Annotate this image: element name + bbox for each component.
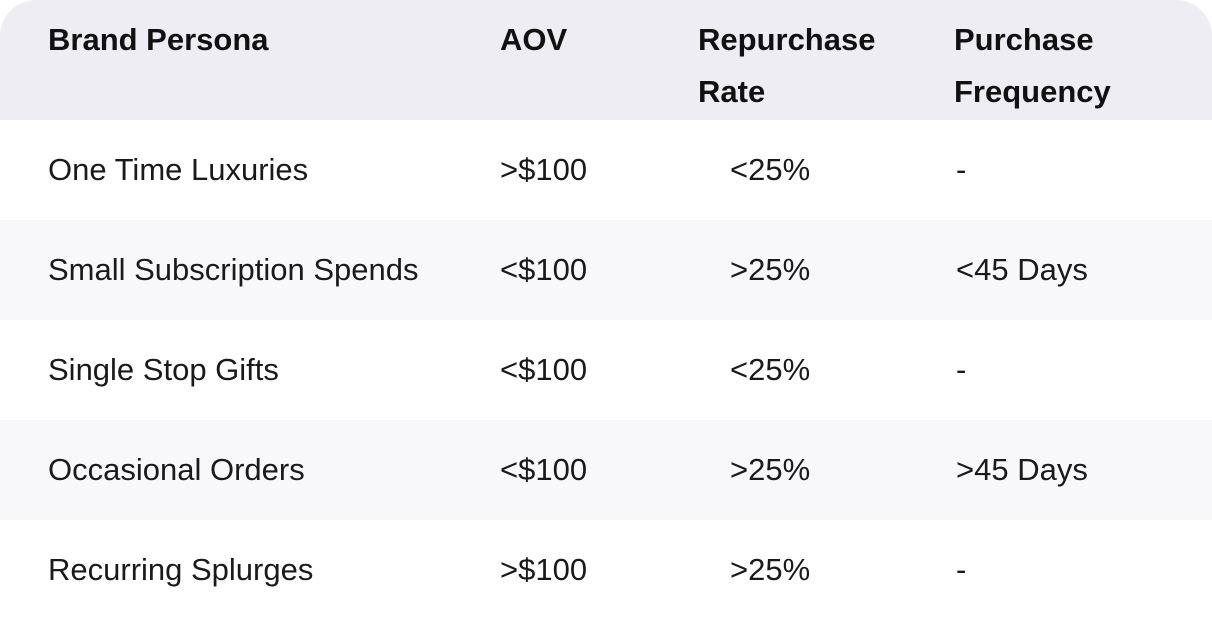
table-row: Recurring Splurges >$100 >25% -: [0, 520, 1212, 620]
table-row: Occasional Orders <$100 >25% >45 Days: [0, 420, 1212, 520]
cell-repurchase-rate: <25%: [730, 352, 811, 387]
cell-aov: >$100: [500, 152, 588, 187]
cell-repurchase-rate: >25%: [730, 552, 811, 587]
cell-aov: <$100: [500, 452, 588, 487]
cell-brand-persona: Occasional Orders: [48, 452, 305, 487]
cell-brand-persona: Recurring Splurges: [48, 552, 314, 587]
header-brand-persona: Brand Persona: [48, 22, 269, 57]
table-header: Brand Persona AOV Repurchase Rate Purcha…: [0, 0, 1212, 120]
cell-aov: <$100: [500, 352, 588, 387]
cell-repurchase-rate: >25%: [730, 452, 811, 487]
table-row: Small Subscription Spends <$100 >25% <45…: [0, 220, 1212, 320]
header-purchase-frequency: Purchase Frequency: [954, 22, 1111, 109]
table-row: Single Stop Gifts <$100 <25% -: [0, 320, 1212, 420]
cell-purchase-frequency: -: [956, 352, 967, 387]
cell-brand-persona: Single Stop Gifts: [48, 352, 279, 387]
cell-purchase-frequency: <45 Days: [956, 252, 1088, 287]
cell-repurchase-rate: <25%: [730, 152, 811, 187]
cell-aov: >$100: [500, 552, 588, 587]
header-repurchase-rate: Repurchase Rate: [698, 22, 876, 109]
header-aov: AOV: [500, 22, 568, 57]
cell-brand-persona: Small Subscription Spends: [48, 252, 419, 287]
cell-purchase-frequency: >45 Days: [956, 452, 1088, 487]
cell-brand-persona: One Time Luxuries: [48, 152, 309, 187]
cell-aov: <$100: [500, 252, 588, 287]
table-row: One Time Luxuries >$100 <25% -: [0, 120, 1212, 220]
cell-repurchase-rate: >25%: [730, 252, 811, 287]
cell-purchase-frequency: -: [956, 152, 967, 187]
cell-purchase-frequency: -: [956, 552, 967, 587]
